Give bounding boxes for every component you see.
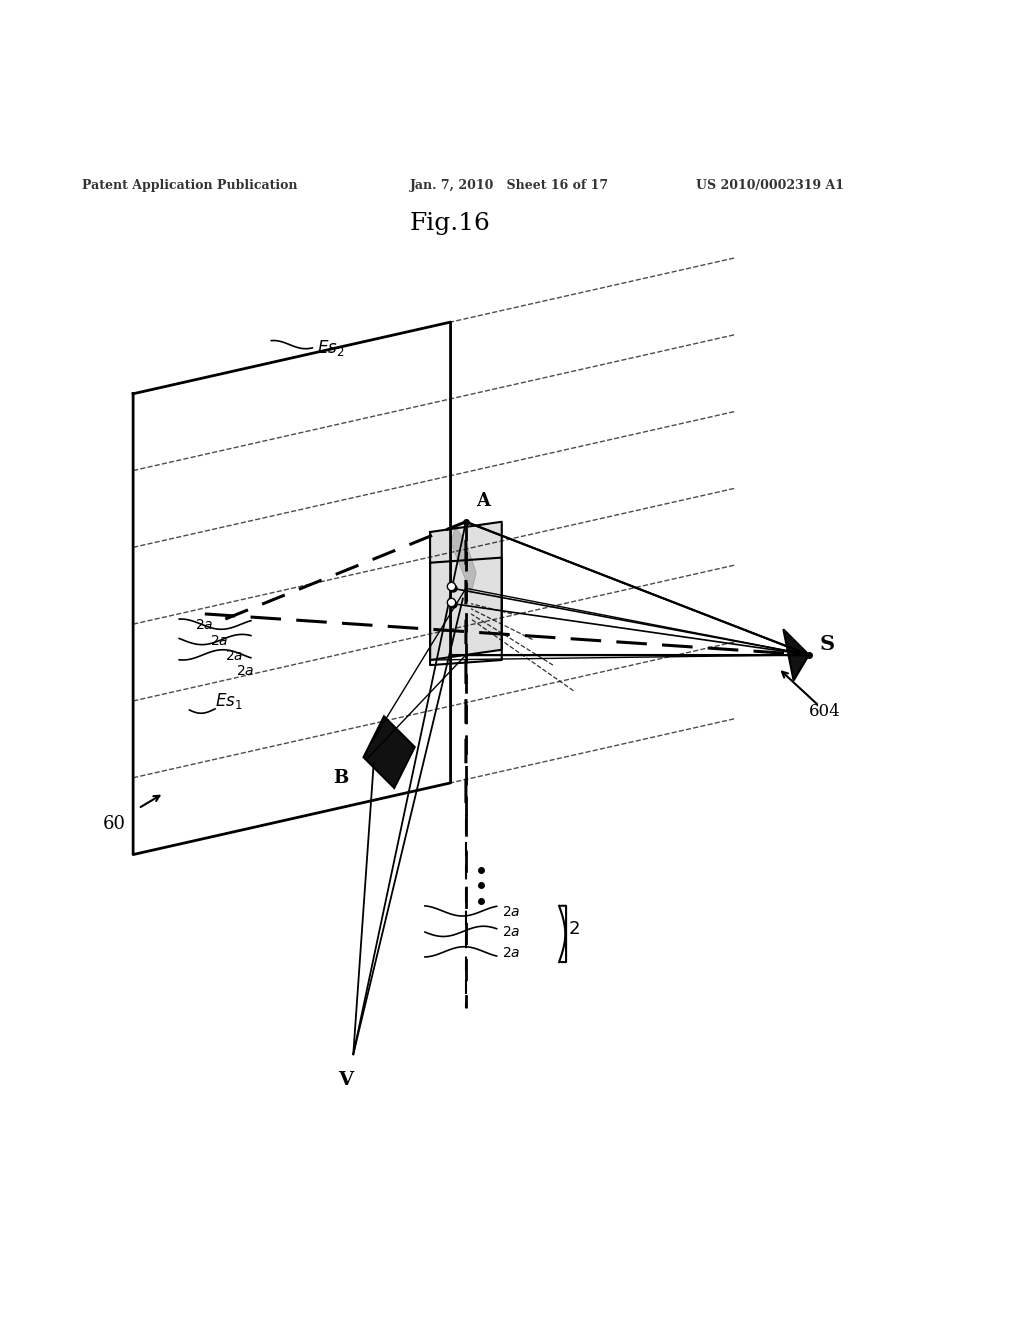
Text: Patent Application Publication: Patent Application Publication (82, 180, 297, 191)
Text: US 2010/0002319 A1: US 2010/0002319 A1 (696, 180, 845, 191)
Text: Fig.16: Fig.16 (411, 213, 490, 235)
Text: 60: 60 (102, 814, 125, 833)
Text: $2a$: $2a$ (502, 946, 520, 960)
Polygon shape (430, 521, 502, 660)
Text: 604: 604 (809, 704, 841, 721)
Text: A: A (476, 492, 490, 511)
Text: $2a$: $2a$ (225, 649, 244, 663)
Text: V: V (338, 1071, 353, 1089)
Text: $Es_1$: $Es_1$ (215, 692, 243, 711)
Text: S: S (819, 634, 835, 653)
Polygon shape (783, 630, 809, 681)
Text: $2a$: $2a$ (502, 906, 520, 919)
Text: $2a$: $2a$ (236, 664, 254, 678)
Text: $2$: $2$ (568, 920, 580, 939)
Polygon shape (451, 527, 476, 594)
Text: $2a$: $2a$ (210, 634, 228, 648)
Text: B: B (333, 768, 348, 787)
Text: Jan. 7, 2010   Sheet 16 of 17: Jan. 7, 2010 Sheet 16 of 17 (410, 180, 608, 191)
Text: $Es_2$: $Es_2$ (317, 338, 345, 358)
Polygon shape (364, 717, 415, 788)
Text: $2a$: $2a$ (195, 618, 213, 632)
Text: $2a$: $2a$ (502, 925, 520, 940)
